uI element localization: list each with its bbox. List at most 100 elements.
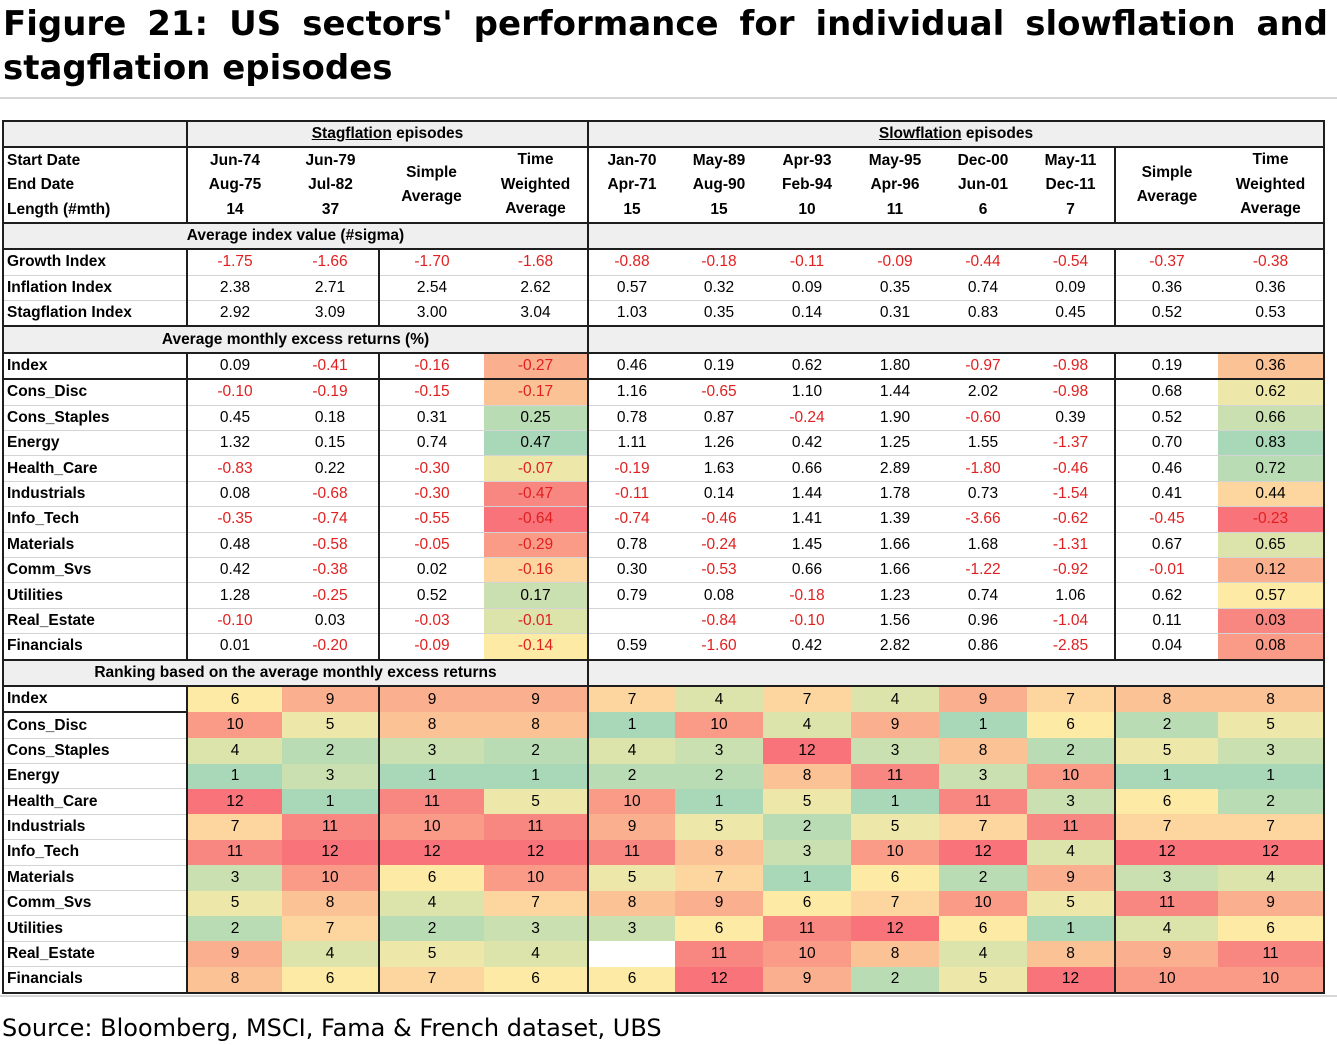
value-cell: 0.15: [282, 430, 379, 456]
index-value-row: Inflation Index 2.38 2.71 2.54 2.62 0.57 0.32 0…: [3, 274, 1324, 301]
value-cell: 0.32: [675, 274, 763, 301]
value-cell: 0.46: [587, 352, 675, 380]
source-divider: [0, 995, 1337, 997]
value-cell: -0.19: [282, 378, 379, 406]
rank-cell: 1: [378, 763, 484, 789]
time-weighted-label: Average: [505, 200, 566, 218]
value-cell: 0.11: [1114, 607, 1218, 634]
rank-cell: 6: [675, 915, 763, 942]
value-cell: 0.36: [1114, 274, 1218, 301]
value-cell: -0.46: [675, 506, 763, 533]
value-cell: 2.89: [851, 455, 939, 482]
rank-cell: 12: [378, 839, 484, 866]
value-cell: -0.64: [484, 506, 588, 533]
value-cell: -1.75: [186, 249, 282, 276]
value-cell: 0.79: [587, 582, 675, 609]
rank-cell: 10: [1027, 763, 1115, 789]
value-cell: 2.02: [939, 378, 1027, 406]
value-cell: -0.92: [1027, 556, 1115, 583]
rank-cell: 2: [1114, 712, 1218, 739]
rank-cell: 1: [763, 865, 851, 891]
slow-episode-end: Aug-90: [692, 176, 746, 194]
value-cell: -0.10: [186, 607, 282, 634]
rank-cell: 11: [1027, 814, 1115, 840]
value-cell: -0.20: [282, 633, 379, 660]
rank-cell: 5: [378, 941, 484, 967]
rank-cell: 3: [378, 738, 484, 764]
section-excess-returns: Average monthly excess returns (%): [3, 325, 1324, 354]
rank-cell: 12: [282, 839, 379, 866]
rank-cell: 9: [1114, 941, 1218, 967]
value-cell: -1.04: [1027, 607, 1115, 634]
ranking-row: Info_Tech 11 12 12 12 11 8 3 10 12 4 12 12: [3, 839, 1324, 866]
rank-cell: 7: [675, 865, 763, 891]
rank-cell: 3: [186, 865, 282, 891]
value-cell: 2.71: [282, 274, 379, 301]
value-cell: -0.98: [1027, 378, 1115, 406]
stag-episode-start: Jun-74: [186, 146, 282, 173]
rank-cell: 11: [282, 814, 379, 840]
ranking-row: Energy 1 3 1 1 2 2 8 11 3 10 1 1: [3, 763, 1324, 789]
rank-cell: 10: [1218, 966, 1324, 993]
value-cell: 0.46: [1114, 455, 1218, 482]
stagflation-group-header: Stagflation episodes: [186, 121, 588, 148]
row-label: Comm_Svs: [3, 556, 187, 583]
value-cell: -0.55: [378, 506, 484, 533]
value-cell: -0.27: [484, 352, 588, 380]
value-cell: 0.03: [1218, 607, 1324, 634]
value-cell: 0.08: [186, 480, 282, 507]
time-weighted-label: Time: [517, 151, 554, 169]
value-cell: 0.96: [939, 607, 1027, 634]
rank-cell: 11: [763, 915, 851, 942]
rank-cell: 4: [587, 738, 675, 764]
rank-cell: 2: [675, 763, 763, 789]
rank-cell: 1: [1027, 915, 1115, 942]
rank-cell: 3: [282, 763, 379, 789]
rank-cell: 4: [763, 712, 851, 739]
value-cell: 0.08: [1218, 633, 1324, 660]
value-cell: -0.14: [484, 633, 588, 660]
rank-cell: 3: [1027, 788, 1115, 815]
value-cell: -0.37: [1114, 249, 1218, 276]
rank-cell: 1: [939, 712, 1027, 739]
time-weighted-label: Weighted: [1235, 175, 1306, 193]
value-cell: 1.56: [851, 607, 939, 634]
rank-cell: 9: [587, 814, 675, 840]
excess-return-row: Real_Estate -0.10 0.03 -0.03 -0.01 -0.84 -0.10…: [3, 607, 1324, 634]
value-cell: 1.39: [851, 506, 939, 533]
value-cell: -0.98: [1052, 357, 1089, 375]
slow-episode-start: Apr-93: [763, 146, 851, 173]
rank-cell: 3: [763, 839, 851, 866]
rank-cell: 5: [851, 814, 939, 840]
value-cell: 2.54: [378, 274, 484, 301]
rank-cell: 7: [1114, 814, 1218, 840]
value-cell: 0.59: [587, 633, 675, 660]
title-divider: [0, 97, 1337, 99]
excess-return-row: Utilities 1.28 -0.25 0.52 0.17 0.79 0.08 -0.18 1…: [3, 582, 1324, 609]
slow-episode-end: Dec-11: [1045, 176, 1096, 194]
value-cell: 0.25: [484, 404, 588, 431]
value-cell: 0.57: [1218, 582, 1324, 609]
excess-return-row: Cons_Disc -0.10 -0.19 -0.15 -0.17 1.16 -0.65 1.…: [3, 378, 1324, 406]
rank-cell: 6: [1218, 915, 1324, 942]
slow-simple-average-header: Simple Average: [1114, 146, 1218, 224]
value-cell: 1.32: [186, 430, 282, 456]
value-cell: 0.41: [1114, 480, 1218, 507]
value-cell: -0.35: [186, 506, 282, 533]
value-cell: 0.74: [378, 430, 484, 456]
value-cell: 0.31: [851, 300, 939, 327]
rank-cell: 12: [1027, 966, 1115, 993]
row-label: Industrials: [3, 813, 187, 840]
value-cell: -0.65: [675, 378, 763, 406]
value-cell: -0.01: [484, 607, 588, 634]
rank-cell: 7: [763, 685, 851, 713]
value-cell: 0.52: [378, 582, 484, 609]
value-cell: 3.04: [484, 300, 588, 327]
value-cell: 1.23: [851, 582, 939, 609]
rank-cell: 10: [378, 814, 484, 840]
rank-cell: 1: [484, 763, 588, 789]
value-cell: -0.74: [587, 506, 675, 533]
value-cell: -0.10: [186, 378, 282, 406]
row-label: Info_Tech: [3, 506, 187, 533]
rank-cell: 8: [378, 712, 484, 739]
